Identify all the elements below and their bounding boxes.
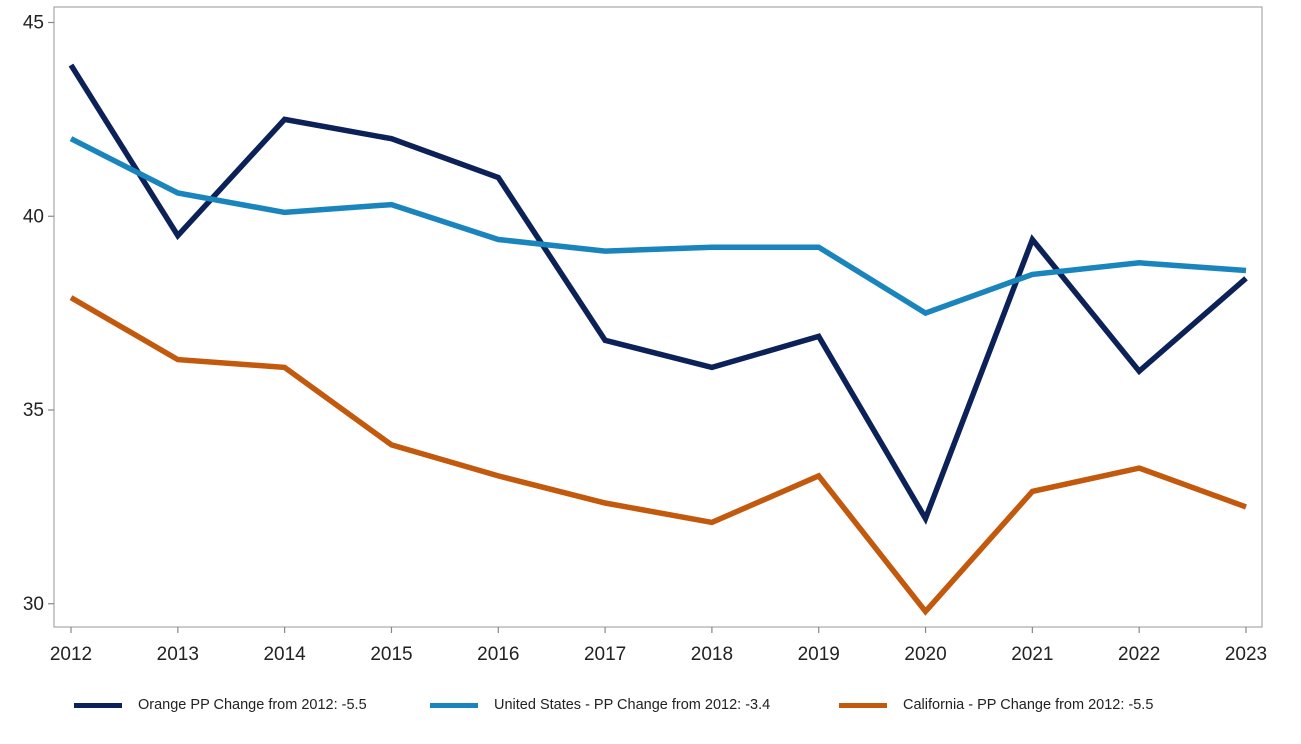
x-tick-label-2012: 2012 — [50, 644, 92, 665]
x-tick-label-2015: 2015 — [370, 644, 412, 665]
x-tick-label-2021: 2021 — [1011, 644, 1053, 665]
x-tick-label-2020: 2020 — [904, 644, 946, 665]
y-axis: 30 35 40 45 — [23, 13, 54, 615]
legend-item-united-states: United States - PP Change from 2012: -3.… — [430, 690, 770, 720]
legend-swatch-united-states — [430, 702, 478, 708]
legend-label-united-states: United States - PP Change from 2012: -3.… — [494, 697, 771, 713]
x-tick-label-2018: 2018 — [691, 644, 733, 665]
y-tick-label-35: 35 — [23, 400, 44, 421]
legend-swatch-orange — [74, 702, 122, 708]
x-tick-label-2023: 2023 — [1225, 644, 1267, 665]
x-tick-label-2013: 2013 — [157, 644, 199, 665]
y-tick-label-45: 45 — [23, 13, 44, 34]
legend-item-orange: Orange PP Change from 2012: -5.5 — [74, 690, 367, 720]
series-line-orange — [68, 63, 1248, 525]
x-axis: 2012 2013 2014 2015 2016 2017 2018 2019 2020 2021… — [50, 627, 1267, 665]
y-tick-label-30: 30 — [23, 594, 44, 615]
x-tick-label-2022: 2022 — [1118, 644, 1160, 665]
series-line-california — [69, 295, 1247, 616]
plot-area-frame — [53, 6, 1263, 628]
legend: Orange PP Change from 2012: -5.5 United … — [0, 690, 1301, 722]
legend-item-california: California - PP Change from 2012: -5.5 — [839, 690, 1153, 720]
legend-label-orange: Orange PP Change from 2012: -5.5 — [138, 697, 367, 713]
x-tick-label-2016: 2016 — [477, 644, 519, 665]
legend-label-california: California - PP Change from 2012: -5.5 — [903, 697, 1154, 713]
x-tick-label-2017: 2017 — [584, 644, 626, 665]
x-tick-label-2019: 2019 — [798, 644, 840, 665]
series-layer — [68, 63, 1248, 616]
series-line-united-states — [69, 136, 1247, 317]
x-tick-label-2014: 2014 — [263, 644, 306, 665]
y-tick-label-40: 40 — [23, 206, 44, 227]
legend-swatch-california — [839, 702, 887, 708]
